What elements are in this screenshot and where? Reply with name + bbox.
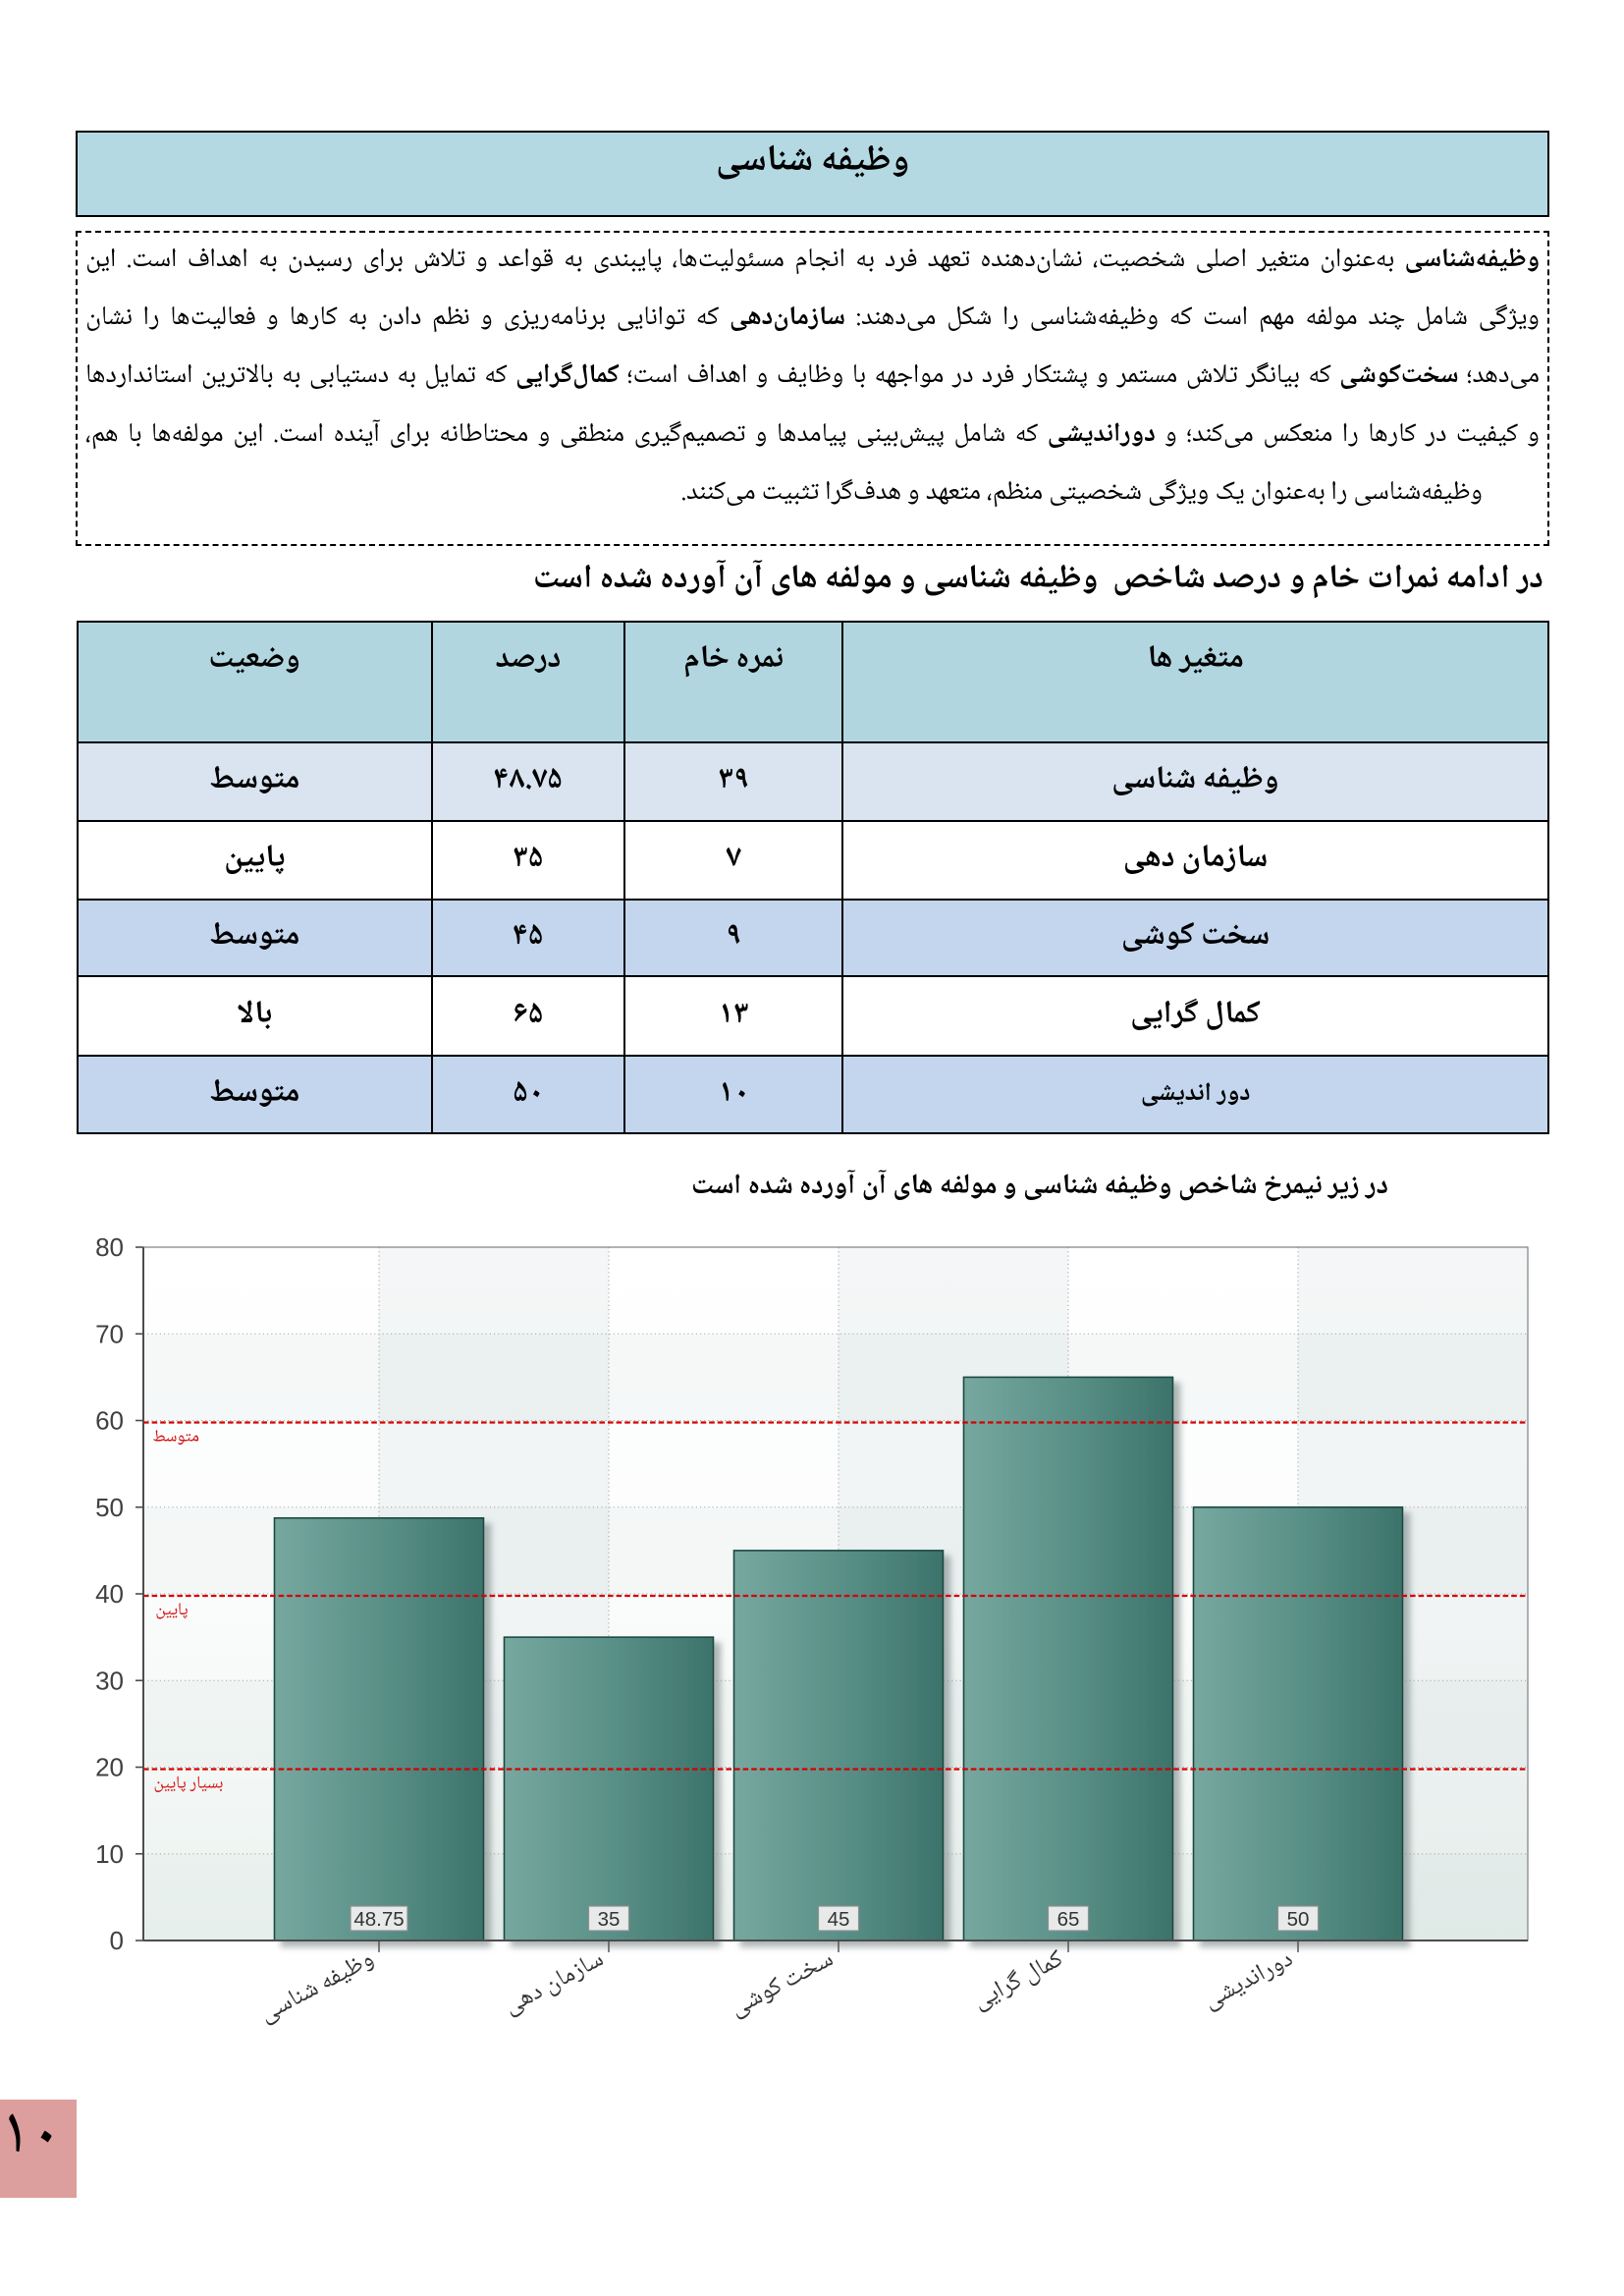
svg-text:30: 30 [95, 1666, 124, 1695]
svg-text:سازمان دهی: سازمان دهی [497, 1940, 613, 2028]
svg-text:50: 50 [1287, 1908, 1310, 1931]
svg-text:70: 70 [95, 1319, 124, 1348]
svg-text:48.75: 48.75 [353, 1908, 404, 1931]
svg-text:متوسط: متوسط [152, 1424, 199, 1453]
svg-text:50: 50 [95, 1493, 124, 1522]
svg-text:سخت کوشی: سخت کوشی [723, 1940, 842, 2030]
svg-text:20: 20 [95, 1753, 124, 1782]
svg-text:بسیار پایین: بسیار پایین [154, 1771, 224, 1800]
svg-text:0: 0 [110, 1926, 124, 1955]
svg-text:80: 80 [95, 1232, 124, 1262]
svg-text:پایین: پایین [156, 1597, 189, 1626]
svg-text:65: 65 [1057, 1908, 1080, 1931]
svg-text:کمال گرایی: کمال گرایی [965, 1940, 1071, 2023]
svg-text:35: 35 [598, 1908, 621, 1931]
svg-text:45: 45 [828, 1908, 850, 1931]
svg-text:40: 40 [95, 1579, 124, 1609]
svg-text:10: 10 [95, 1839, 124, 1869]
svg-text:60: 60 [95, 1406, 124, 1436]
svg-text:دوراندیشی: دوراندیشی [1196, 1940, 1301, 2022]
svg-text:وظیفه شناسی: وظیفه شناسی [252, 1940, 383, 2036]
